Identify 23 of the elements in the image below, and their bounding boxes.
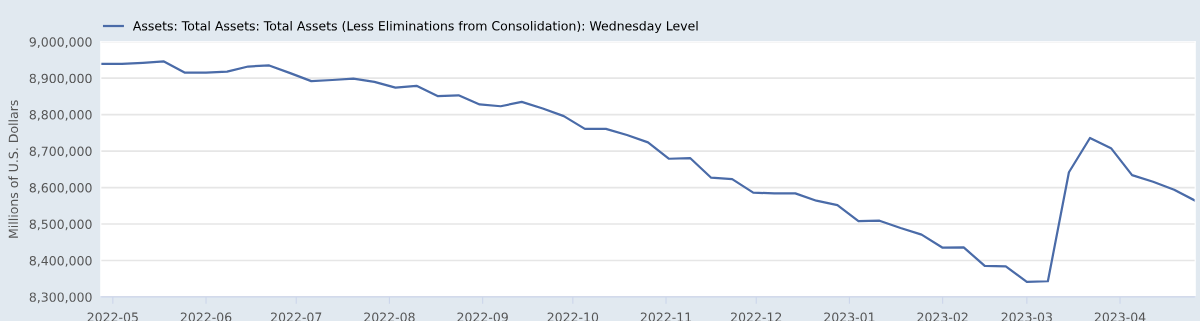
x-tick-label: 2022-08: [364, 312, 415, 321]
x-tick-label: 2023-04: [1094, 312, 1146, 321]
x-tick-label: 2022-05: [87, 312, 138, 321]
x-tick-label: 2022-09: [457, 312, 508, 321]
line-series: [100, 60, 1196, 284]
x-tick-label: 2022-10: [547, 312, 599, 321]
y-tick-label: 8,700,000: [29, 146, 92, 158]
y-tick-label: 8,300,000: [29, 292, 92, 304]
y-tick-label: 8,900,000: [29, 73, 92, 85]
y-tick-label: 8,500,000: [29, 219, 92, 231]
x-tick-label: 2022-11: [640, 312, 691, 321]
legend-label: Assets: Total Assets: Total Assets (Less Eliminations from Consolidation): Wednesday Level: [132, 20, 698, 33]
y-tick-label: 8,800,000: [29, 110, 92, 121]
x-tick-label: 2022-06: [180, 312, 232, 321]
y-tick-label: 8,400,000: [29, 255, 92, 267]
x-tick-label: 2023-03: [1001, 312, 1052, 321]
y-tick-label: 8,600,000: [29, 183, 92, 194]
x-tick-label: 2022-12: [731, 312, 782, 321]
x-tick-label: 2023-02: [917, 312, 968, 321]
y-axis-title: Millions of U.S. Dollars: [8, 100, 19, 238]
y-tick-label: 9,000,000: [29, 37, 92, 48]
x-tick-label: 2022-07: [271, 312, 322, 321]
x-tick-label: 2023-01: [824, 312, 875, 321]
